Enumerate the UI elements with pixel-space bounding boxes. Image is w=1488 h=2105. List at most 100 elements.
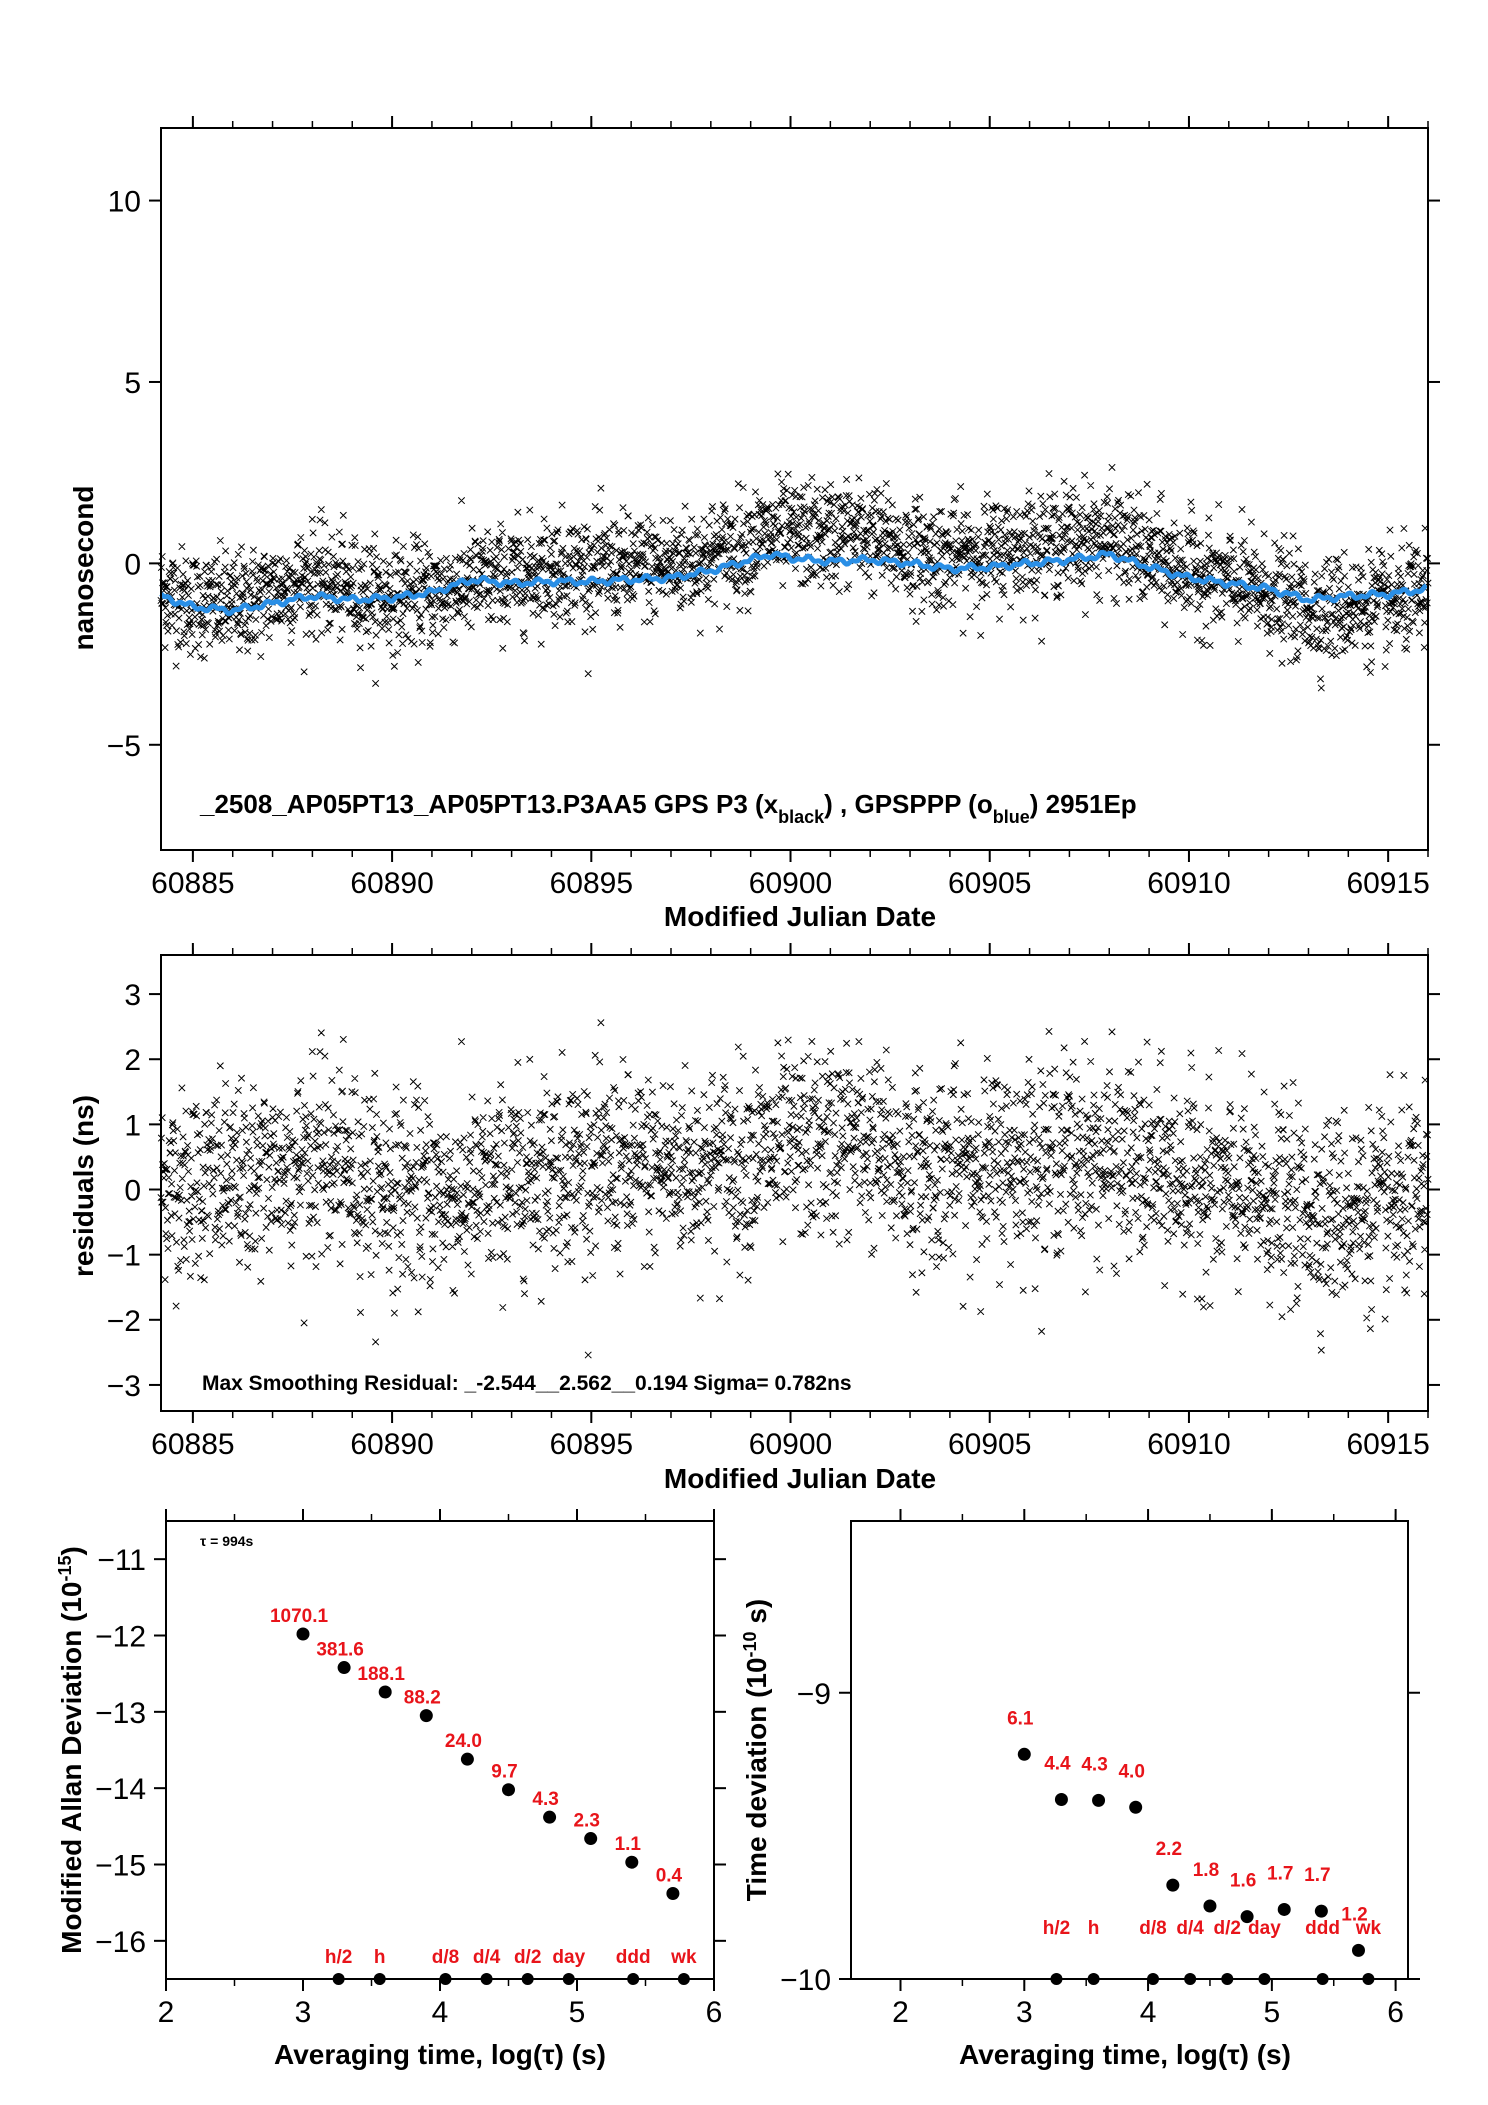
x-tick-label: 60885 [151, 1428, 234, 1461]
x-tick-label: 60910 [1147, 867, 1230, 900]
residuals-annotation: Max Smoothing Residual: _-2.544__2.562__… [202, 1372, 852, 1395]
interval-marker [562, 1973, 575, 1985]
deviation-point-label: 1.6 [1230, 1871, 1256, 1892]
interval-marker [1221, 1973, 1234, 1985]
time-deviation-panel: 2 3 4 5 6 −10 −9 6.1 4.4 4.3 4.0 2.2 1.8 1.6 1.7 1.7 1.… [740, 1509, 1420, 2070]
deviation-point-label: 4.0 [1118, 1761, 1144, 1782]
interval-marker-label: d/4 [473, 1947, 501, 1968]
deviation-point [625, 1855, 639, 1869]
interval-marker-label: h [1088, 1918, 1100, 1939]
deviation-point-label: 1070.1 [270, 1606, 329, 1627]
allan-deviation-panel: 2 3 4 5 6 −16 −15 −14 −13 −12 −11 1070.1 381.6 188.1… [55, 1509, 726, 2070]
y-tick-label: 2 [124, 1044, 141, 1077]
deviation-point-label: 188.1 [357, 1664, 405, 1685]
x-tick-label: 5 [1264, 1996, 1281, 2029]
y-tick-label: −13 [95, 1697, 146, 1730]
x-tick-label: 6 [706, 1996, 723, 2029]
x-tick-label: 60885 [151, 867, 234, 900]
interval-marker [1184, 1973, 1197, 1985]
x-tick-label: 6 [1387, 1996, 1404, 2029]
residuals-x-title: Modified Julian Date [664, 1463, 936, 1494]
deviation-point-label: 4.3 [1081, 1754, 1107, 1775]
deviation-point-label: 1.1 [615, 1834, 642, 1855]
deviation-point [1203, 1899, 1217, 1913]
x-tick-label: 60910 [1147, 1428, 1230, 1461]
x-tick-label: 2 [892, 1996, 909, 2029]
y-tick-label: −10 [780, 1964, 831, 1997]
deviation-point [1314, 1904, 1328, 1918]
time-series-points [157, 463, 1432, 692]
x-tick-label: 60905 [948, 867, 1031, 900]
deviation-point [419, 1709, 433, 1723]
deviation-point-label: 6.1 [1007, 1708, 1034, 1729]
x-tick-label: 5 [569, 1996, 586, 2029]
interval-marker-label: wk [670, 1947, 697, 1968]
interval-marker [439, 1973, 452, 1985]
deviation-point [666, 1887, 680, 1901]
interval-marker [1362, 1973, 1375, 1985]
deviation-point [378, 1685, 392, 1699]
deviation-point [337, 1661, 351, 1675]
x-tick-label: 60895 [550, 867, 633, 900]
y-tick-label: −1 [107, 1240, 141, 1273]
deviation-point [1166, 1878, 1180, 1892]
y-tick-label: −11 [97, 1544, 146, 1577]
deviation-point-label: 4.4 [1044, 1754, 1071, 1775]
deviation-point [1017, 1747, 1031, 1761]
deviation-point [1277, 1902, 1291, 1916]
interval-marker-label: h/2 [1043, 1918, 1070, 1939]
interval-marker [677, 1973, 690, 1985]
interval-marker-label: d/2 [514, 1947, 541, 1968]
interval-marker [1316, 1973, 1329, 1985]
x-tick-label: 60905 [948, 1428, 1031, 1461]
y-tick-label: −15 [95, 1850, 146, 1883]
residuals-y-title: residuals (ns) [68, 1095, 99, 1277]
interval-marker-label: d/8 [1139, 1918, 1166, 1939]
y-tick-label: −2 [107, 1305, 141, 1338]
x-tick-label: 3 [295, 1996, 312, 2029]
deviation-point [1351, 1943, 1365, 1957]
interval-marker-label: wk [1355, 1918, 1382, 1939]
y-tick-label: −9 [797, 1678, 831, 1711]
y-tick-label: 1 [124, 1109, 141, 1142]
deviation-point-label: 1.7 [1304, 1865, 1330, 1886]
interval-marker-label: day [552, 1947, 585, 1968]
smoothed-curve [159, 549, 1428, 617]
deviation-point-label: 1.2 [1341, 1904, 1367, 1925]
interval-marker [373, 1973, 386, 1985]
deviation-point-label: 1.8 [1193, 1860, 1219, 1881]
deviation-point [460, 1752, 474, 1766]
deviation-point [1092, 1793, 1106, 1807]
residuals-axes: 60885 60890 60895 60900 60905 60910 60915 −3 −2 −… [107, 943, 1440, 1461]
deviation-point-label: 4.3 [532, 1789, 558, 1810]
y-tick-label: 3 [124, 979, 141, 1012]
x-tick-label: 60900 [749, 867, 832, 900]
tdev-axes: 2 3 4 5 6 −10 −9 [780, 1509, 1420, 2029]
deviation-point [1240, 1910, 1254, 1924]
x-tick-label: 60915 [1346, 867, 1429, 900]
interval-marker [332, 1973, 345, 1985]
interval-marker [1050, 1973, 1063, 1985]
deviation-point-label: 1.7 [1267, 1863, 1293, 1884]
time-series-annotation: _2508_AP05PT13_AP05PT13.P3AA5 GPS P3 (xb… [199, 789, 1137, 827]
deviation-point [296, 1627, 310, 1641]
deviation-point-label: 88.2 [404, 1688, 441, 1709]
x-tick-label: 2 [158, 1996, 175, 2029]
x-tick-label: 60890 [350, 1428, 433, 1461]
x-tick-label: 3 [1016, 1996, 1033, 2029]
time-series-y-title: nanosecond [68, 486, 99, 651]
plot-frame [160, 127, 1429, 851]
interval-marker [480, 1973, 493, 1985]
interval-marker-label: d/8 [432, 1947, 459, 1968]
deviation-point [543, 1810, 557, 1824]
y-tick-label: 5 [124, 367, 141, 400]
deviation-point-label: 9.7 [491, 1762, 517, 1783]
time-series-panel: 60885 60890 60895 60900 60905 60910 60915 −5 0 5 1… [68, 116, 1440, 932]
interval-marker-label: day [1248, 1918, 1281, 1939]
interval-marker [1147, 1973, 1160, 1985]
deviation-point-label: 2.3 [573, 1811, 599, 1832]
interval-marker [1258, 1973, 1271, 1985]
time-series-axes: 60885 60890 60895 60900 60905 60910 60915 −5 0 5 1… [107, 116, 1440, 900]
residuals-panel: 60885 60890 60895 60900 60905 60910 60915 −3 −2 −… [68, 943, 1440, 1494]
